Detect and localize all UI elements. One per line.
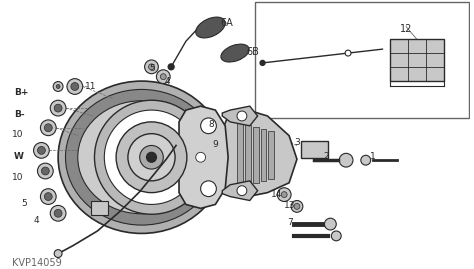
Circle shape bbox=[116, 122, 187, 193]
Bar bbox=[255, 2, 469, 118]
Ellipse shape bbox=[221, 44, 249, 62]
Circle shape bbox=[361, 155, 371, 165]
Circle shape bbox=[294, 203, 300, 209]
Text: 2: 2 bbox=[323, 152, 329, 161]
Circle shape bbox=[277, 188, 291, 201]
Circle shape bbox=[146, 152, 156, 162]
Text: B+: B+ bbox=[14, 89, 28, 97]
Circle shape bbox=[37, 163, 53, 179]
Circle shape bbox=[54, 209, 62, 217]
Text: W: W bbox=[14, 152, 24, 161]
Circle shape bbox=[168, 64, 174, 70]
Text: 9: 9 bbox=[212, 140, 218, 148]
Circle shape bbox=[56, 84, 60, 89]
Bar bbox=[268, 131, 274, 179]
Circle shape bbox=[260, 61, 265, 65]
Bar bbox=[91, 201, 108, 215]
Circle shape bbox=[45, 124, 52, 132]
Text: 11: 11 bbox=[85, 82, 96, 91]
Circle shape bbox=[54, 250, 62, 257]
Circle shape bbox=[37, 146, 46, 154]
Text: 10: 10 bbox=[12, 173, 23, 182]
Polygon shape bbox=[179, 106, 228, 208]
Bar bbox=[261, 129, 266, 181]
Text: 6B: 6B bbox=[247, 47, 260, 57]
Circle shape bbox=[148, 64, 155, 70]
Bar bbox=[245, 125, 251, 185]
Circle shape bbox=[41, 167, 49, 175]
Circle shape bbox=[345, 50, 351, 56]
Circle shape bbox=[339, 153, 353, 167]
Circle shape bbox=[94, 100, 209, 214]
Circle shape bbox=[291, 200, 303, 212]
Ellipse shape bbox=[78, 101, 206, 214]
Text: 4: 4 bbox=[164, 77, 170, 86]
Circle shape bbox=[54, 104, 62, 112]
Circle shape bbox=[40, 120, 56, 136]
Circle shape bbox=[50, 206, 66, 221]
Text: 8: 8 bbox=[209, 120, 214, 129]
Text: 6A: 6A bbox=[220, 18, 233, 28]
Circle shape bbox=[156, 70, 170, 84]
Text: 10: 10 bbox=[12, 130, 23, 139]
Circle shape bbox=[71, 83, 79, 90]
Circle shape bbox=[331, 231, 341, 241]
Circle shape bbox=[128, 134, 175, 181]
Circle shape bbox=[50, 100, 66, 116]
Text: KVP14059: KVP14059 bbox=[12, 257, 62, 267]
Circle shape bbox=[196, 152, 206, 162]
Circle shape bbox=[237, 111, 247, 121]
Bar bbox=[301, 140, 328, 158]
Circle shape bbox=[140, 146, 163, 169]
Circle shape bbox=[67, 79, 82, 94]
Text: B-: B- bbox=[14, 110, 25, 119]
Text: 13: 13 bbox=[284, 201, 296, 210]
Text: 3: 3 bbox=[294, 138, 300, 147]
Bar bbox=[253, 127, 259, 183]
Ellipse shape bbox=[58, 81, 225, 233]
Polygon shape bbox=[219, 110, 297, 197]
Text: 12: 12 bbox=[400, 24, 412, 34]
Polygon shape bbox=[222, 106, 258, 126]
Ellipse shape bbox=[196, 17, 225, 38]
Text: 4: 4 bbox=[34, 216, 39, 225]
Circle shape bbox=[201, 181, 216, 197]
Circle shape bbox=[201, 118, 216, 134]
Circle shape bbox=[145, 60, 158, 74]
Circle shape bbox=[34, 143, 49, 158]
Circle shape bbox=[45, 193, 52, 200]
Circle shape bbox=[237, 186, 247, 196]
Ellipse shape bbox=[65, 89, 218, 225]
Polygon shape bbox=[222, 181, 258, 200]
Text: 14: 14 bbox=[272, 190, 283, 199]
Text: 1: 1 bbox=[370, 152, 375, 161]
Circle shape bbox=[40, 189, 56, 204]
Circle shape bbox=[281, 192, 287, 197]
Bar bbox=[390, 39, 445, 81]
Circle shape bbox=[160, 74, 166, 80]
Ellipse shape bbox=[71, 93, 213, 221]
Text: 5: 5 bbox=[149, 64, 155, 73]
Text: 7: 7 bbox=[287, 218, 293, 227]
Text: 5: 5 bbox=[22, 199, 27, 208]
Circle shape bbox=[53, 82, 63, 91]
Circle shape bbox=[325, 218, 336, 230]
Circle shape bbox=[104, 110, 199, 204]
Bar bbox=[237, 123, 243, 187]
